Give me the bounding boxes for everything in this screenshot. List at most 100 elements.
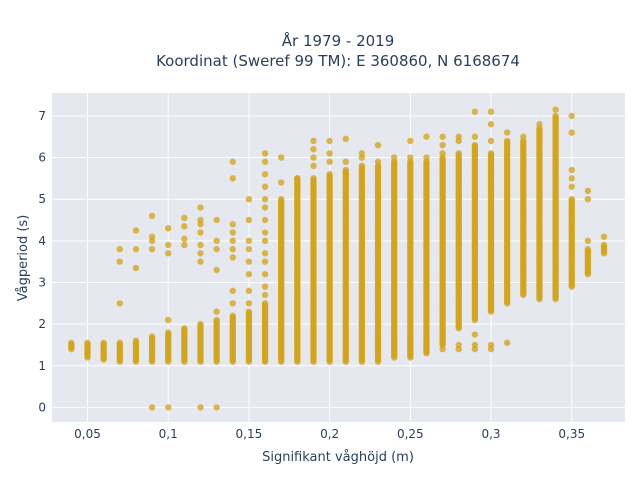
y-tick-label: 0	[38, 400, 46, 414]
scatter-point	[552, 106, 559, 113]
scatter-point	[471, 133, 479, 140]
scatter-point	[471, 331, 479, 338]
scatter-point	[213, 216, 220, 224]
scatter-point	[261, 300, 269, 307]
scatter-point	[342, 135, 349, 143]
scatter-point	[245, 245, 253, 253]
scatter-point	[245, 300, 253, 307]
scatter-point	[229, 220, 236, 228]
scatter-point	[148, 404, 156, 411]
y-tick-label: 7	[38, 109, 46, 123]
scatter-point	[374, 141, 382, 149]
scatter-point	[229, 175, 236, 182]
scatter-point	[358, 154, 366, 161]
x-axis-label: Signifikant våghöjd (m)	[262, 450, 414, 465]
scatter-point	[503, 339, 511, 347]
scatter-point	[197, 241, 204, 249]
x-tick-label: 0,05	[74, 427, 101, 441]
scatter-point	[261, 258, 269, 265]
scatter-point	[261, 150, 269, 157]
y-axis-label: Vågperiod (s)	[16, 215, 31, 302]
scatter-point	[374, 158, 382, 165]
scatter-point	[600, 241, 608, 249]
scatter-point	[245, 195, 253, 203]
scatter-point	[132, 227, 140, 234]
scatter-point	[407, 345, 414, 353]
x-tick-label: 0,2	[320, 427, 339, 441]
scatter-point	[294, 183, 301, 190]
scatter-point	[407, 154, 414, 161]
scatter-point	[229, 300, 236, 307]
scatter-point	[568, 183, 575, 190]
scatter-point	[197, 204, 204, 211]
scatter-point	[423, 154, 430, 161]
scatter-point	[197, 404, 204, 411]
scatter-point	[213, 308, 220, 315]
scatter-point	[326, 150, 333, 157]
scatter-point	[487, 108, 495, 115]
scatter-point	[245, 216, 253, 224]
scatter-point	[197, 320, 204, 328]
scatter-point	[84, 339, 91, 347]
scatter-point	[229, 237, 236, 245]
scatter-point	[310, 162, 317, 170]
scatter-point	[245, 287, 253, 295]
scatter-point	[100, 339, 107, 347]
scatter-point	[390, 154, 398, 161]
scatter-point	[116, 258, 123, 265]
scatter-point	[261, 216, 269, 224]
grid-lines	[52, 93, 625, 422]
scatter-point	[261, 171, 269, 178]
scatter-point	[229, 312, 236, 320]
scatter-point	[116, 245, 123, 253]
y-tick-label: 2	[38, 317, 46, 331]
scatter-point	[165, 329, 172, 336]
scatter-point	[261, 158, 269, 165]
scatter-point	[520, 133, 527, 140]
plot-area	[52, 93, 625, 422]
scatter-point	[487, 137, 495, 145]
scatter-point	[310, 137, 317, 145]
scatter-point	[181, 214, 188, 222]
scatter-point	[261, 183, 269, 190]
chart-title-line2: Koordinat (Sweref 99 TM): E 360860, N 61…	[156, 52, 520, 70]
scatter-point	[471, 108, 479, 115]
x-tick-label: 0,25	[397, 427, 424, 441]
scatter-point	[181, 325, 188, 332]
scatter-point	[584, 195, 592, 203]
scatter-point	[245, 308, 253, 315]
scatter-point	[165, 316, 172, 324]
y-tick-label: 6	[38, 151, 46, 165]
scatter-point	[503, 137, 511, 145]
scatter-point	[245, 270, 253, 278]
scatter-point	[584, 237, 592, 245]
scatter-point	[374, 337, 382, 344]
scatter-point	[439, 150, 446, 157]
scatter-point	[181, 235, 188, 242]
scatter-point	[342, 158, 349, 165]
y-tick-label: 1	[38, 359, 46, 373]
scatter-point	[229, 158, 236, 165]
scatter-point	[261, 283, 269, 290]
scatter-point	[487, 121, 495, 128]
scatter-point	[261, 291, 269, 299]
scatter-point	[197, 258, 204, 265]
scatter-point	[487, 150, 495, 157]
scatter-point	[310, 146, 317, 153]
scatter-point	[310, 175, 317, 182]
scatter-point	[213, 404, 220, 411]
scatter-point	[245, 237, 253, 245]
scatter-point	[584, 187, 592, 195]
scatter-point	[471, 345, 479, 353]
scatter-point	[229, 287, 236, 295]
scatter-point	[213, 245, 220, 253]
scatter-point	[261, 250, 269, 257]
scatter-point	[455, 345, 462, 353]
x-tick-label: 0,1	[159, 427, 178, 441]
scatter-point	[568, 129, 575, 136]
scatter-point	[471, 141, 479, 149]
scatter-point	[213, 316, 220, 324]
y-tick-label: 5	[38, 192, 46, 206]
scatter-point	[439, 345, 446, 353]
scatter-point	[181, 223, 188, 230]
